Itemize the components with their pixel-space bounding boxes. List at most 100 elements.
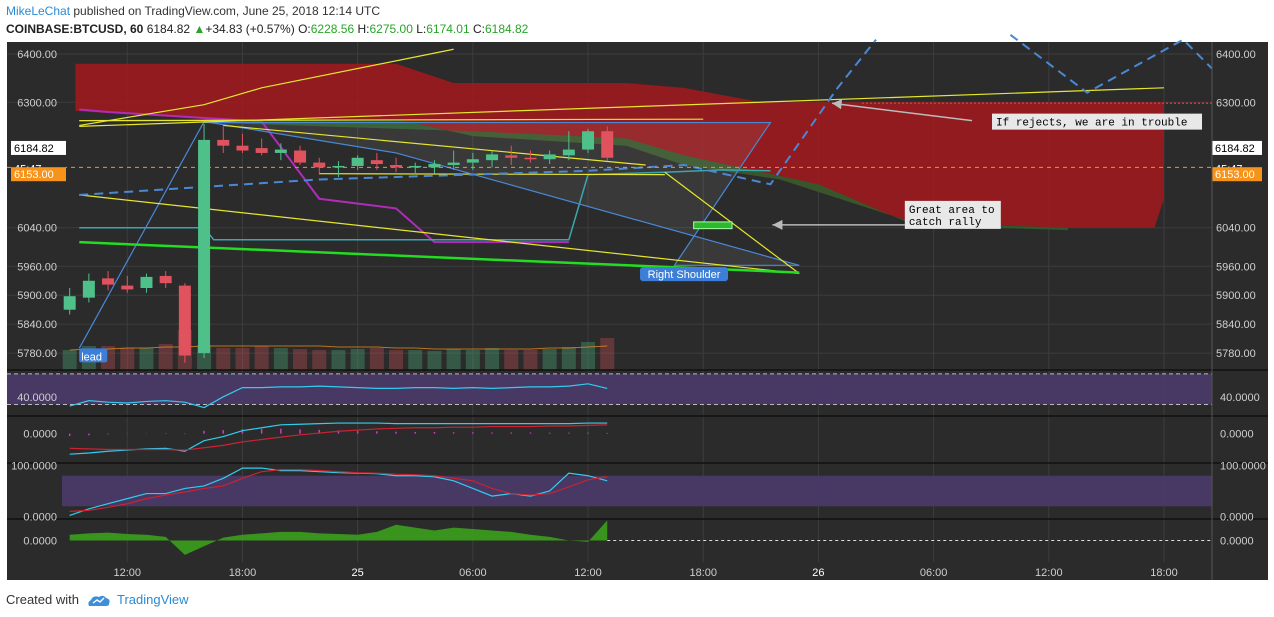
volume-bar: [504, 350, 519, 370]
alert-price-tag-right-bg: [1212, 167, 1262, 182]
price-tick-right: 5960.00: [1216, 261, 1256, 273]
stoch-tick-bottom-left: 0.0000: [23, 511, 57, 523]
volume-bar: [561, 347, 576, 370]
lead-label-bg: [79, 348, 108, 363]
up-triangle-icon: ▲: [193, 22, 206, 36]
reject-note-bg: [992, 113, 1203, 130]
candle-body: [159, 275, 172, 284]
reject-arrowhead: [832, 99, 843, 110]
macd-tick-left: 0.0000: [23, 429, 57, 441]
macd-tick-right: 0.0000: [1220, 429, 1254, 441]
volume-bar: [446, 349, 461, 370]
close-value: 6184.82: [484, 22, 529, 36]
author-link[interactable]: MikeLeChat: [6, 4, 71, 18]
magenta-line: [79, 108, 569, 244]
time-tick: 25: [352, 567, 364, 579]
candle-body: [255, 148, 268, 153]
momentum-area: [69, 520, 608, 555]
ichimoku-cloud-red: [75, 63, 1165, 228]
stoch-tick-top-left: 100.0000: [11, 461, 57, 473]
high-value: 6275.00: [369, 22, 413, 36]
time-tick: 18:00: [689, 567, 717, 579]
price-tick-left: 6040.00: [17, 223, 57, 235]
volume-ma-line: [69, 345, 608, 351]
candle-body: [178, 285, 191, 356]
lead-label: lead: [81, 351, 102, 363]
time-tick: 06:00: [920, 567, 948, 579]
candle-body: [390, 165, 403, 168]
candle-body: [313, 162, 326, 168]
candle-body: [236, 145, 249, 151]
stoch-band: [62, 475, 1212, 507]
ichimoku-cloud-green: [204, 119, 1069, 231]
tradingview-link[interactable]: TradingView: [116, 592, 189, 607]
volume-bar: [369, 348, 384, 370]
price-tick-left: 6300.00: [17, 97, 57, 109]
volume-bar: [350, 349, 365, 370]
candle-body: [486, 154, 499, 161]
volume-bar: [62, 350, 77, 370]
macd-signal-line: [69, 424, 608, 451]
candle-body: [582, 131, 595, 150]
price-tick-left: 5900.00: [17, 290, 57, 302]
rally-note-bg: [904, 200, 1001, 229]
stoch-tick-bottom-right: 0.0000: [1220, 511, 1254, 523]
reject-arrow: [831, 102, 973, 122]
candle-body: [370, 160, 383, 165]
volume-bar: [273, 348, 288, 370]
price-tick-right: 6400.00: [1216, 49, 1256, 61]
published-text: published on TradingView.com, June 25, 2…: [73, 4, 381, 18]
created-with-label: Created with: [6, 592, 79, 607]
time-tick: 18:00: [229, 567, 257, 579]
candle-body: [332, 165, 345, 168]
time-tick: 26: [812, 567, 824, 579]
momentum-tick-left: 0.0000: [23, 536, 57, 548]
time-tick: 12:00: [114, 567, 142, 579]
alert-price-tag-left: 6153.00: [14, 169, 54, 181]
low-label: L:: [416, 22, 427, 36]
volume-bar: [485, 348, 500, 370]
candle-body: [524, 157, 537, 160]
price-change: +34.83 (+0.57%): [205, 22, 295, 36]
stoch-tick-top-right: 100.0000: [1220, 461, 1266, 473]
price-tick-left: 5840.00: [17, 319, 57, 331]
candle-body: [63, 296, 76, 310]
channel-fill: [79, 121, 800, 349]
candle-body: [140, 276, 153, 288]
candle-body: [447, 162, 460, 165]
volume-bar: [600, 338, 615, 370]
current-price-tag-left: 6184.82: [14, 143, 54, 155]
volume-bar: [523, 350, 538, 370]
candle-body: [428, 164, 441, 168]
volume-bar: [120, 348, 135, 370]
rally-arrowhead: [772, 219, 783, 230]
candle-body: [409, 165, 422, 168]
volume-bar: [408, 350, 423, 370]
time-tick: 18:00: [1150, 567, 1178, 579]
open-label: O:: [298, 22, 311, 36]
current-price-tag-right-bg: [1212, 140, 1262, 155]
symbol-label: COINBASE:BTCUSD, 60: [6, 22, 144, 36]
blue-channel-line: [78, 120, 800, 349]
candle-body: [351, 157, 364, 166]
volume-bar: [312, 350, 327, 370]
candle-body: [198, 139, 211, 354]
candle-body: [562, 149, 575, 156]
high-label: H:: [357, 22, 370, 36]
price-tick-left: 6400.00: [17, 49, 57, 61]
volume-bar: [581, 342, 596, 370]
blue-channel-line-2: [204, 121, 800, 266]
low-value: 6174.01: [426, 22, 470, 36]
candle-body: [466, 159, 479, 163]
volume-bar: [331, 350, 346, 370]
price-tick-right: 5900.00: [1216, 290, 1256, 302]
volume-bar: [293, 349, 308, 370]
last-price: 6184.82: [146, 22, 191, 36]
volume-bar: [216, 348, 231, 370]
dashed-projection-line-2: [1009, 33, 1213, 94]
price-tick-left: 5960.00: [17, 261, 57, 273]
rally-note-line-2: catch rally: [909, 217, 982, 229]
price-tick-right: 6040.00: [1216, 223, 1256, 235]
time-tick: 12:00: [1035, 567, 1063, 579]
